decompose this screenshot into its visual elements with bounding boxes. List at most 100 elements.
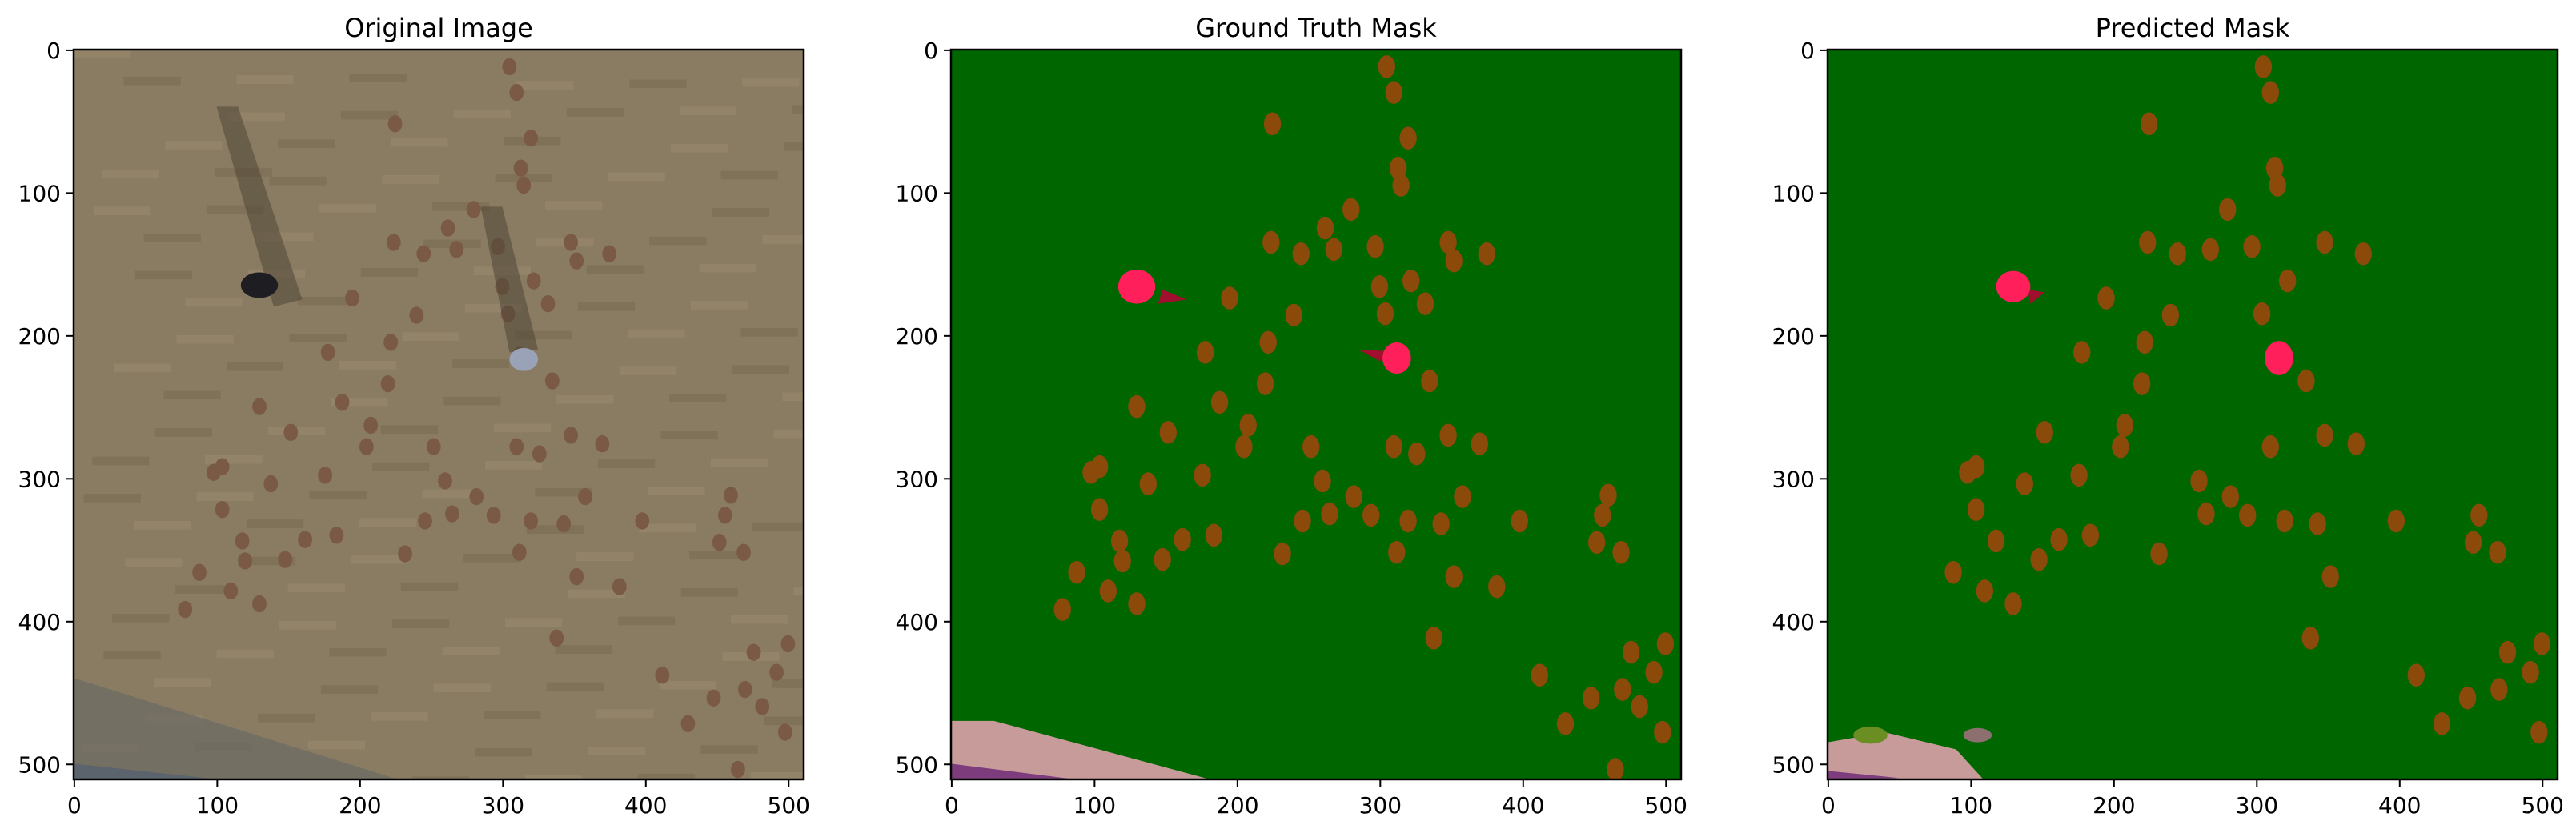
texture-streak (782, 392, 804, 402)
mound (1631, 695, 1648, 719)
mound (1174, 527, 1191, 551)
y-tick-label: 500 (18, 751, 61, 778)
mound (1366, 235, 1384, 258)
texture-streak (134, 270, 192, 280)
texture-streak (700, 745, 758, 754)
mound (2004, 592, 2022, 615)
x-tick-label: 500 (768, 792, 810, 819)
y-tick-label: 300 (1772, 466, 1815, 492)
mask-background (1828, 50, 2558, 779)
mound (215, 458, 230, 475)
mound (192, 563, 207, 581)
mound (1445, 565, 1463, 588)
mound (1370, 275, 1389, 298)
texture-streak (712, 208, 770, 217)
mound (1325, 238, 1342, 262)
mound (2309, 512, 2326, 535)
mound (2072, 341, 2091, 364)
texture-streak (319, 203, 377, 213)
mound (1345, 485, 1362, 508)
y-tick-label: 100 (896, 180, 938, 206)
mound (2265, 156, 2284, 180)
texture-streak (339, 361, 397, 370)
texture-streak (431, 202, 490, 211)
texture-streak (793, 587, 804, 595)
x-tick-label: 100 (1073, 792, 1116, 819)
texture-streak (556, 394, 614, 404)
y-tick-label: 300 (18, 466, 61, 492)
mound (278, 551, 293, 568)
mound (513, 159, 528, 177)
mound (1471, 432, 1489, 455)
texture-streak (400, 582, 458, 591)
mound (1439, 230, 1457, 254)
mound (418, 512, 432, 530)
texture-streak (112, 613, 170, 623)
mound (178, 600, 193, 619)
texture-streak (588, 746, 645, 755)
mound (1053, 598, 1071, 621)
mound (1259, 330, 1277, 354)
texture-streak (226, 362, 284, 371)
texture-streak (360, 268, 418, 277)
mound (2297, 369, 2315, 393)
texture-streak (175, 585, 232, 594)
mound (1378, 55, 1396, 78)
mound (712, 534, 727, 551)
mound (1594, 503, 1611, 527)
mound (2254, 55, 2273, 78)
mound (1392, 174, 1410, 197)
panel-title: Ground Truth Mask (1195, 13, 1437, 43)
mound (1128, 394, 1146, 419)
mound (2533, 632, 2551, 655)
person (509, 348, 539, 371)
mound (2050, 527, 2068, 551)
texture-streak (485, 461, 543, 470)
mound (223, 582, 239, 600)
mound (1274, 542, 1291, 566)
mound (2201, 238, 2219, 262)
x-tick-label: 0 (67, 792, 82, 819)
mound (1622, 640, 1640, 664)
mound (2278, 269, 2297, 293)
mound (1099, 579, 1117, 603)
texture-streak (176, 334, 234, 344)
texture-streak (391, 138, 448, 147)
x-tick-label: 0 (1821, 792, 1836, 819)
mound (1139, 472, 1157, 495)
mound (2522, 660, 2539, 684)
texture-streak (196, 492, 254, 501)
mound (769, 663, 784, 681)
mound (1944, 560, 1962, 584)
texture-streak (278, 139, 335, 149)
texture-streak (639, 523, 697, 533)
mound (612, 578, 627, 595)
x-tick-label: 100 (1950, 792, 1992, 819)
mound (777, 723, 792, 741)
edge-region (1828, 771, 1900, 779)
texture-streak (544, 201, 603, 210)
texture-streak (382, 175, 439, 184)
mound (1399, 509, 1417, 533)
axes-frame (1826, 48, 2559, 781)
misc-region (1963, 727, 1992, 743)
mound (2081, 523, 2100, 547)
mound (595, 435, 610, 453)
mound (1488, 575, 1506, 599)
texture-streak (133, 520, 191, 530)
x-tick-label: 400 (2378, 792, 2421, 819)
mound (416, 245, 431, 262)
texture-streak (629, 79, 687, 89)
texture-streak (740, 328, 798, 337)
mound (635, 512, 650, 530)
texture-streak (153, 678, 211, 687)
texture-streak (83, 494, 141, 503)
y-tick-label: 200 (18, 323, 61, 350)
mound (1256, 372, 1274, 395)
mound (1342, 198, 1360, 222)
mound (706, 689, 721, 707)
x-tick-label: 500 (1645, 792, 1687, 819)
mound (1263, 112, 1282, 136)
mound (2301, 627, 2319, 650)
